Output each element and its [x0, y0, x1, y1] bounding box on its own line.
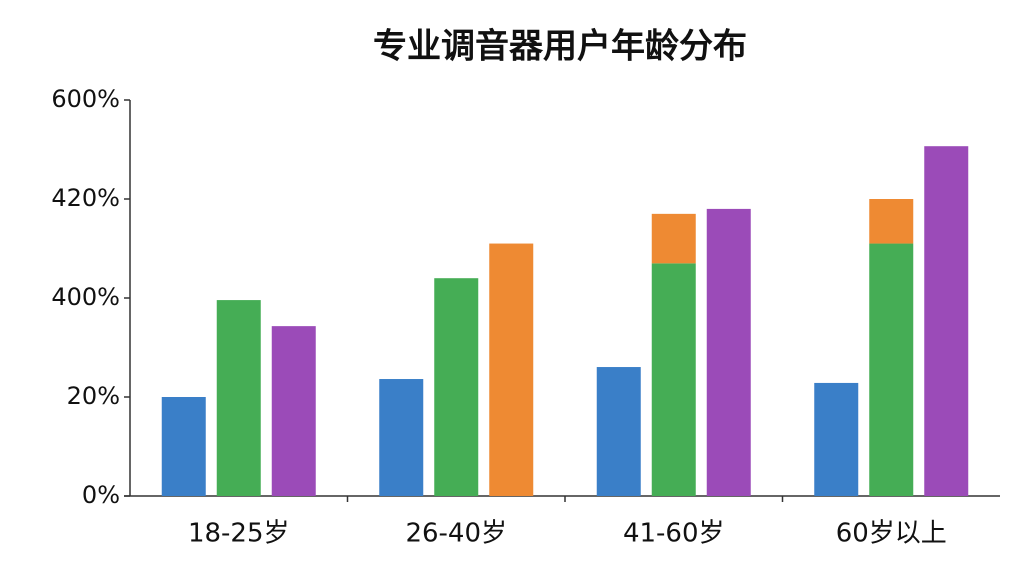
- y-tick-label: 0%: [82, 481, 120, 509]
- bar: [651, 213, 696, 264]
- bar: [434, 278, 479, 496]
- x-tick-label: 41-60岁: [623, 519, 725, 549]
- y-tick-label: 600%: [51, 85, 120, 113]
- bar: [924, 146, 969, 496]
- bar: [161, 397, 206, 496]
- x-tick-label: 18-25岁: [188, 519, 290, 549]
- bar: [596, 367, 641, 496]
- x-tick-label: 60岁以上: [836, 519, 947, 549]
- bar: [814, 382, 859, 496]
- y-tick-label: 400%: [51, 283, 120, 311]
- y-tick-label: 420%: [51, 184, 120, 212]
- chart-title: 专业调音器用户年龄分布: [373, 27, 747, 67]
- x-tick-label: 26-40岁: [405, 519, 507, 549]
- bar: [489, 243, 534, 496]
- bar: [216, 300, 261, 496]
- bar: [379, 379, 424, 496]
- bar: [271, 326, 316, 496]
- bar: [869, 199, 914, 244]
- bar: [706, 208, 751, 496]
- y-tick-label: 20%: [67, 382, 120, 410]
- bar: [651, 263, 696, 496]
- bar: [869, 243, 914, 496]
